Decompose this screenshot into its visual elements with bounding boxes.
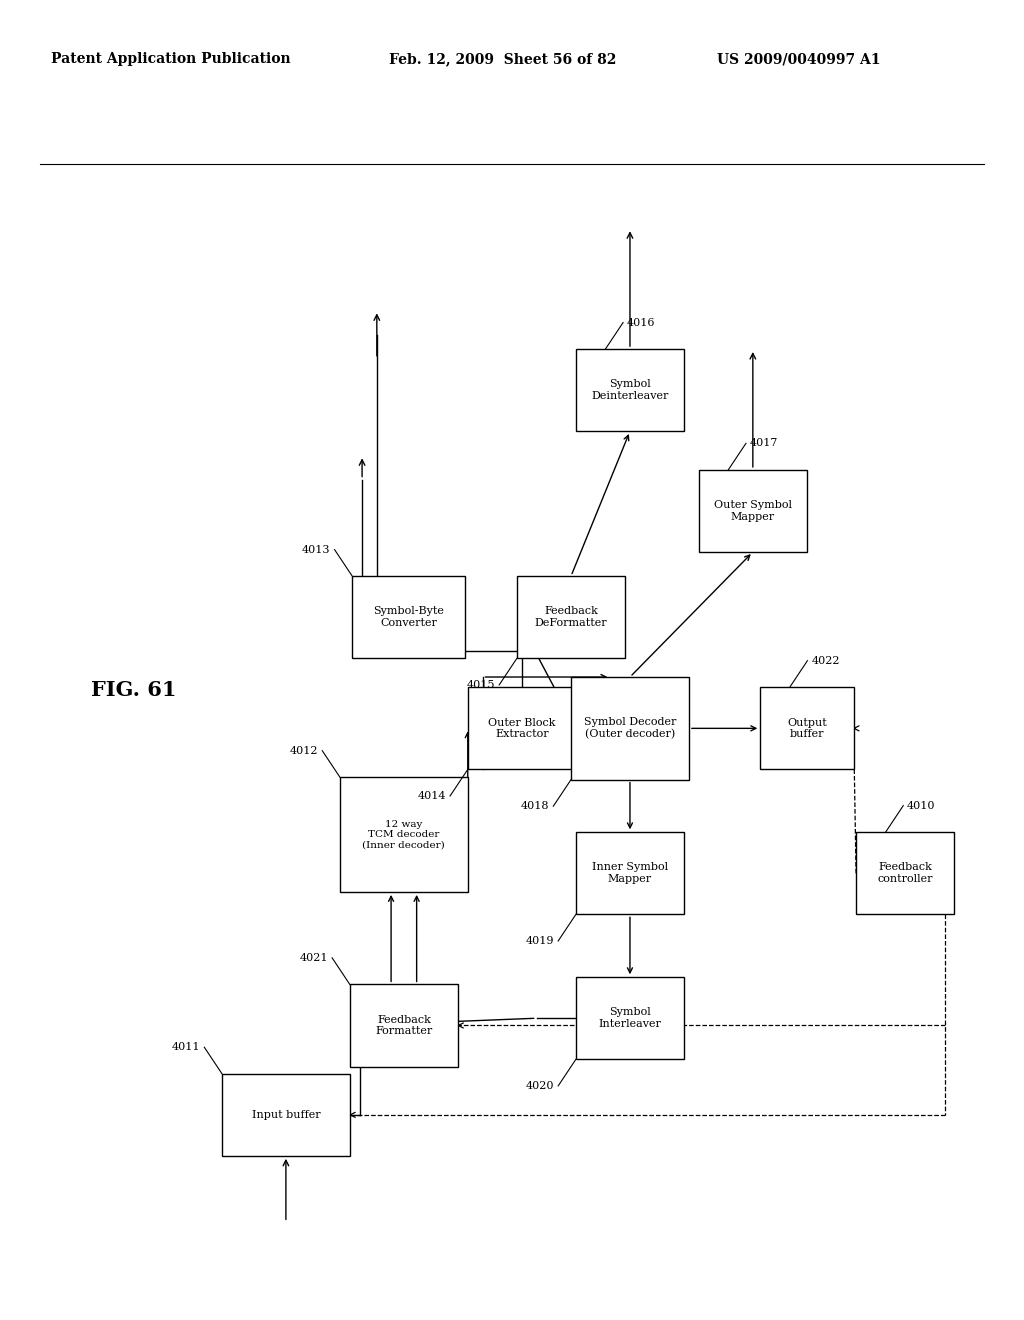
FancyBboxPatch shape <box>856 832 954 915</box>
FancyBboxPatch shape <box>222 1073 350 1156</box>
FancyBboxPatch shape <box>340 777 468 892</box>
Text: 4017: 4017 <box>750 438 778 449</box>
Text: 4021: 4021 <box>300 953 328 962</box>
Text: Patent Application Publication: Patent Application Publication <box>51 53 291 66</box>
Text: 12 way
TCM decoder
(Inner decoder): 12 way TCM decoder (Inner decoder) <box>362 820 445 850</box>
Text: 4011: 4011 <box>172 1043 201 1052</box>
Text: Outer Block
Extractor: Outer Block Extractor <box>488 718 556 739</box>
Text: 4020: 4020 <box>525 1081 554 1090</box>
Text: Feedback
Formatter: Feedback Formatter <box>375 1015 432 1036</box>
Text: Output
buffer: Output buffer <box>787 718 826 739</box>
Text: Symbol
Interleaver: Symbol Interleaver <box>598 1007 662 1030</box>
FancyBboxPatch shape <box>571 677 689 780</box>
Text: Symbol-Byte
Converter: Symbol-Byte Converter <box>374 606 444 628</box>
Text: Feedback
DeFormatter: Feedback DeFormatter <box>535 606 607 628</box>
FancyBboxPatch shape <box>468 688 575 770</box>
Text: 4019: 4019 <box>525 936 554 946</box>
Text: 4022: 4022 <box>811 656 840 665</box>
FancyBboxPatch shape <box>352 576 465 659</box>
Text: Inner Symbol
Mapper: Inner Symbol Mapper <box>592 862 668 884</box>
Text: Feedback
controller: Feedback controller <box>878 862 933 884</box>
Text: 4013: 4013 <box>302 545 331 554</box>
FancyBboxPatch shape <box>575 348 684 432</box>
Text: 4016: 4016 <box>627 318 655 327</box>
Text: Feb. 12, 2009  Sheet 56 of 82: Feb. 12, 2009 Sheet 56 of 82 <box>389 53 616 66</box>
Text: 4015: 4015 <box>467 680 496 690</box>
Text: Input buffer: Input buffer <box>252 1110 321 1119</box>
Text: Outer Symbol
Mapper: Outer Symbol Mapper <box>714 500 792 521</box>
Text: FIG. 61: FIG. 61 <box>91 680 176 700</box>
Text: Symbol
Deinterleaver: Symbol Deinterleaver <box>591 379 669 401</box>
FancyBboxPatch shape <box>760 688 854 770</box>
Text: 4010: 4010 <box>907 801 936 810</box>
FancyBboxPatch shape <box>698 470 807 552</box>
Text: 4012: 4012 <box>290 746 318 755</box>
Text: Symbol Decoder
(Outer decoder): Symbol Decoder (Outer decoder) <box>584 717 676 739</box>
FancyBboxPatch shape <box>517 576 625 659</box>
Text: US 2009/0040997 A1: US 2009/0040997 A1 <box>717 53 881 66</box>
Text: 4014: 4014 <box>418 791 446 801</box>
FancyBboxPatch shape <box>350 985 458 1067</box>
FancyBboxPatch shape <box>575 832 684 915</box>
Text: 4018: 4018 <box>521 801 549 812</box>
FancyBboxPatch shape <box>575 977 684 1059</box>
